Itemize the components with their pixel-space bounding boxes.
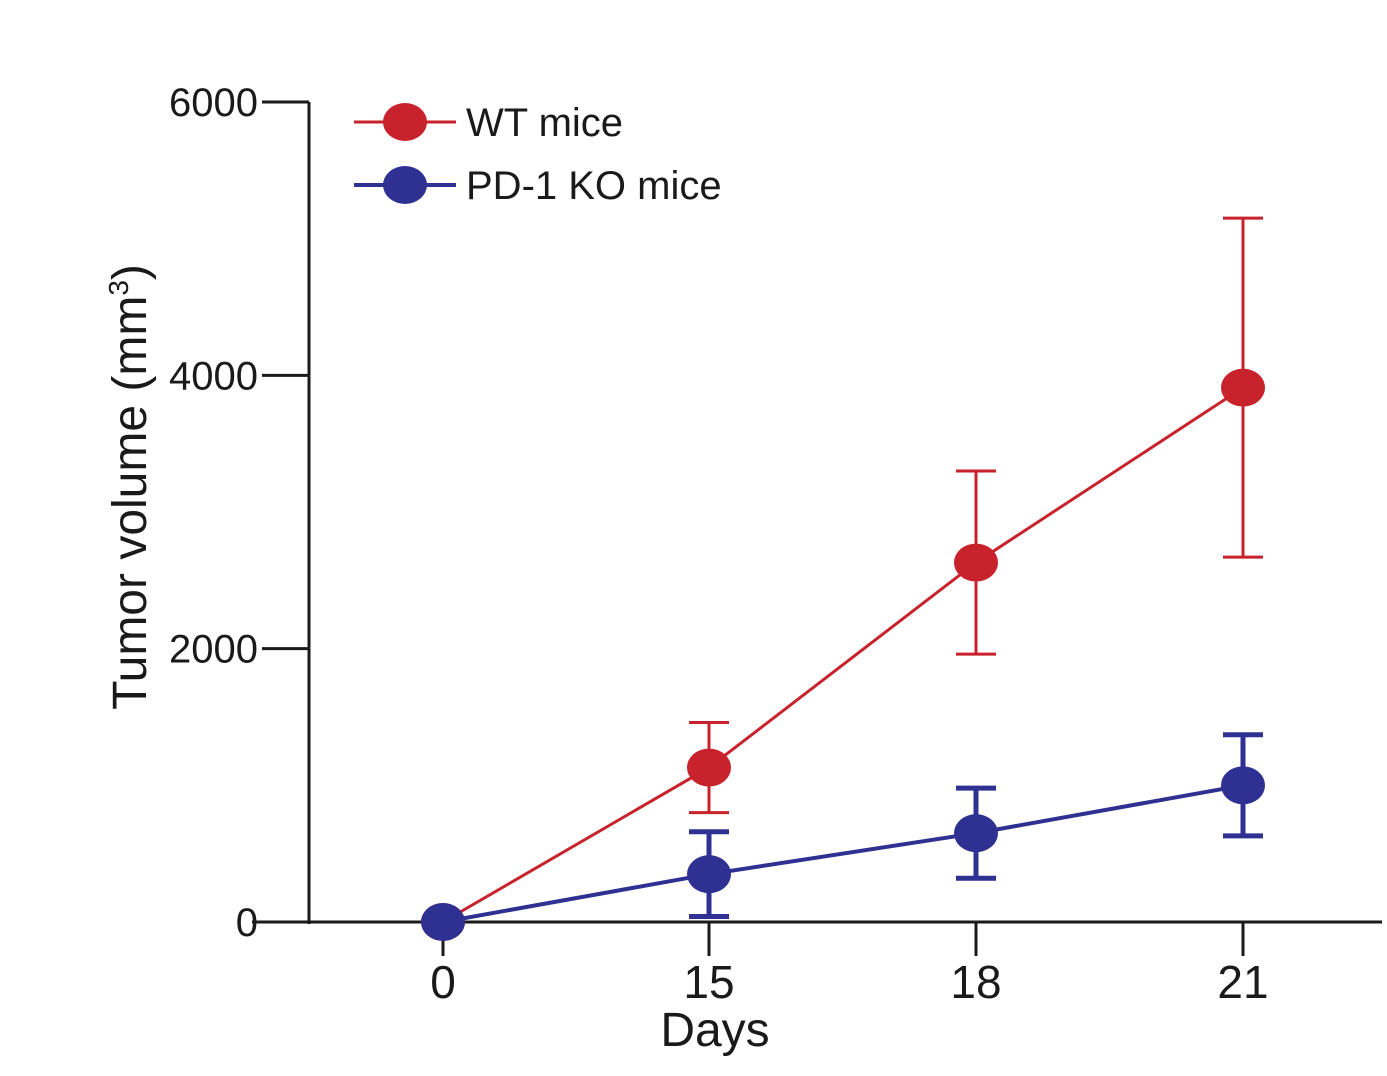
- y-axis-title-main: Tumor volume (mm: [104, 296, 157, 710]
- data-point: [1221, 368, 1265, 407]
- data-point: [687, 855, 731, 894]
- x-tick-label: 15: [683, 956, 734, 1008]
- data-point: [1221, 766, 1265, 805]
- legend-marker: [383, 103, 427, 141]
- x-axis-title: Days: [660, 1004, 769, 1057]
- y-tick-label: 0: [236, 901, 258, 945]
- series-pd1-ko-mice: [421, 732, 1265, 941]
- data-point: [421, 903, 465, 941]
- y-tick-label: 2000: [169, 628, 258, 672]
- y-tick-label: 6000: [169, 81, 258, 125]
- legend-marker: [383, 166, 427, 204]
- data-point: [687, 748, 731, 787]
- legend-label: PD-1 KO mice: [466, 164, 722, 208]
- data-point: [954, 814, 998, 853]
- legend: WT mice PD-1 KO mice: [354, 101, 722, 208]
- axes: 0 2000 4000 6000 0 15 18 21: [169, 81, 1382, 1008]
- legend-item-pd1-ko-mice: PD-1 KO mice: [354, 164, 722, 208]
- y-axis-title: Tumor volume (mm3): [103, 264, 157, 710]
- x-tick-label: 18: [950, 956, 1001, 1008]
- x-tick-label: 21: [1217, 956, 1268, 1008]
- y-axis-title-superscript: 3: [103, 280, 134, 296]
- x-tick-label: 0: [430, 956, 456, 1008]
- legend-item-wt-mice: WT mice: [354, 101, 623, 145]
- legend-label: WT mice: [466, 101, 623, 145]
- series-line: [442, 783, 1244, 924]
- y-axis-title-close: ): [104, 264, 157, 280]
- series-wt-mice: [421, 216, 1265, 941]
- data-point: [954, 543, 998, 582]
- y-tick-label: 4000: [169, 354, 258, 398]
- series-line: [442, 386, 1244, 924]
- series-layer: [421, 216, 1265, 941]
